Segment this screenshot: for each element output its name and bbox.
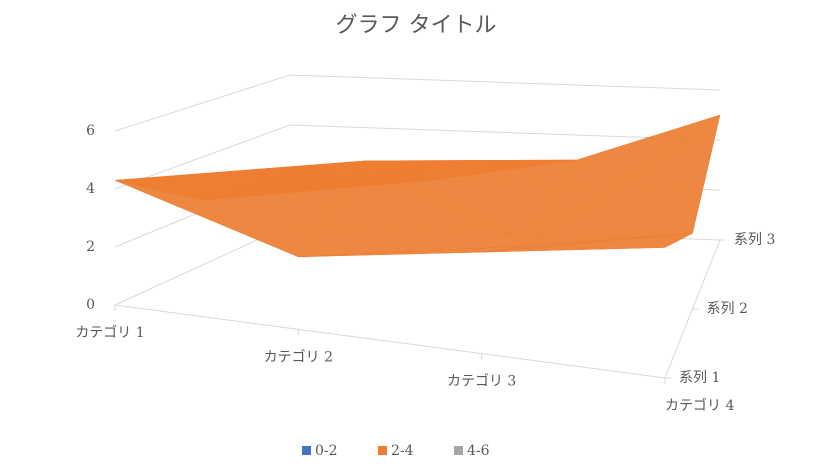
series-tick-label: 系列 1	[679, 370, 720, 386]
legend-label: 4-6	[467, 443, 490, 459]
legend-label: 2-4	[391, 443, 414, 459]
x-tick-label: カテゴリ 3	[447, 373, 516, 390]
chart-title: グラフ タイトル	[336, 13, 497, 38]
z-tick-label: 6	[86, 123, 95, 139]
z-tick-label: 0	[86, 297, 95, 313]
z-tick-label: 4	[86, 181, 95, 197]
legend-label: 0-2	[315, 443, 338, 459]
legend-swatch	[454, 446, 463, 455]
grid-line	[114, 74, 291, 132]
z-tick-label: 2	[86, 239, 95, 255]
series-tick-label: 系列 2	[707, 301, 748, 317]
series-tick-label: 系列 3	[734, 232, 775, 248]
axis-line	[114, 304, 666, 379]
x-tick-label: カテゴリ 1	[75, 324, 144, 341]
surface-facet	[481, 233, 693, 253]
legend-swatch	[302, 446, 311, 455]
x-tick-label: カテゴリ 2	[264, 348, 333, 365]
grid-line	[289, 74, 721, 91]
x-tick-label: カテゴリ 4	[665, 397, 734, 414]
legend-swatch	[378, 446, 387, 455]
